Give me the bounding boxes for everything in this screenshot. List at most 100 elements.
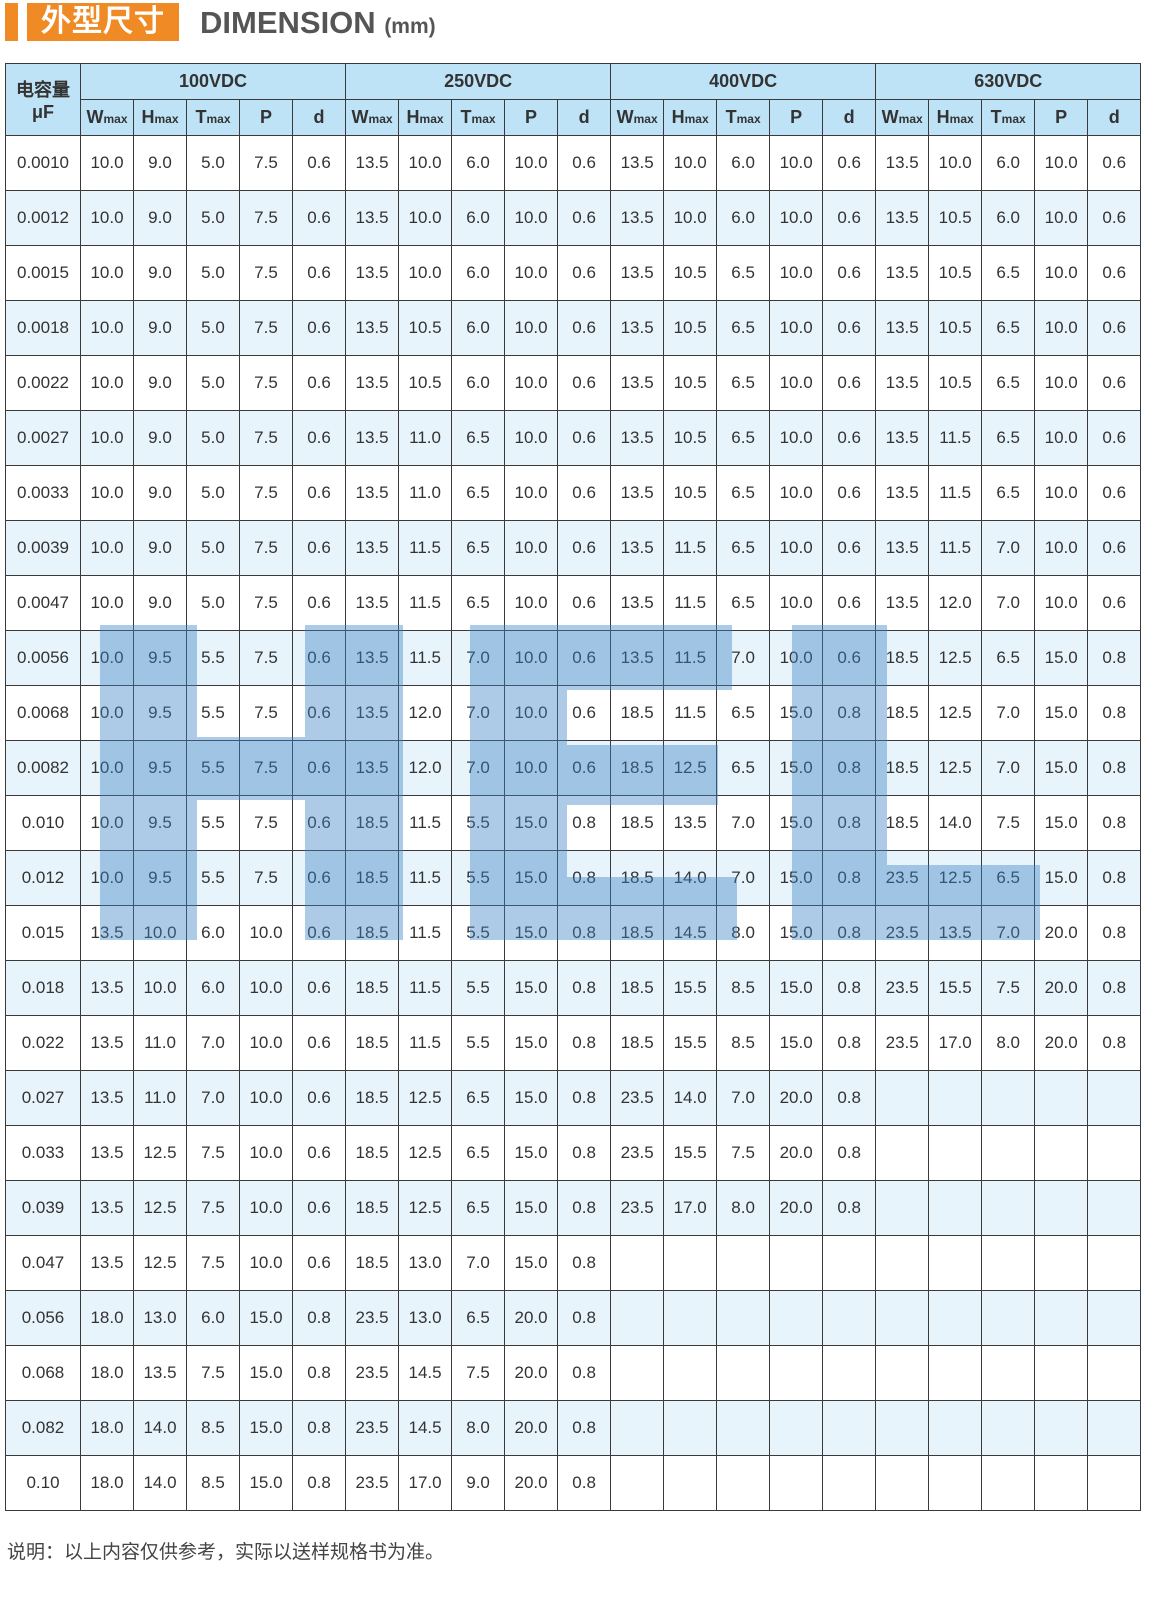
dimension-cell: 10.0 [1034,245,1089,301]
dimension-cell: 9.0 [133,355,187,411]
dimension-cell: 7.5 [239,520,293,576]
voltage-header: 100VDC [79,63,347,100]
dimension-cell: 13.5 [610,245,665,301]
table-row: 0.10 18.0 14.0 8.5 15.0 0.8 23.5 17.0 9.0 20.0 0.8 [5,1455,1142,1511]
dimension-cell: 10.0 [80,795,134,851]
capacitance-header: 电容量 μF [5,63,81,136]
dimension-cell: 0.8 [822,850,877,906]
dimension-cell: 10.0 [1034,520,1089,576]
table-row: 0.0012 10.0 9.0 5.0 7.5 0.6 13.5 10.0 6.0 10.0 0.6… [5,190,1142,246]
dimension-cell: 6.0 [716,190,771,246]
dimension-cell: 5.0 [186,190,240,246]
dimension-cell: 13.5 [875,465,930,521]
dimension-cell [875,1070,930,1126]
dimension-cell: 20.0 [769,1125,824,1181]
dimension-cell [875,1400,930,1456]
dimension-cell: 10.0 [133,905,187,961]
dimension-cell: 11.0 [133,1015,187,1071]
dimension-cell: 10.0 [80,630,134,686]
dimension-cell: 6.5 [981,850,1036,906]
dimension-cell: 7.0 [451,685,506,741]
dimension-cell: 17.0 [928,1015,983,1071]
dimension-cell: 0.6 [291,1125,347,1181]
dimension-cell [822,1400,877,1456]
dimension-cell: 0.6 [291,850,347,906]
dimension-cell: 6.5 [451,1125,506,1181]
dimension-cell: 10.0 [1034,300,1089,356]
dimension-cell: 10.0 [398,135,453,191]
dimension-cell: 0.6 [1087,520,1142,576]
subcol-main: P [790,107,803,127]
subcol-header: d [557,99,612,136]
dimension-cell: 13.5 [610,575,665,631]
dimension-cell: 0.6 [822,630,877,686]
dimension-cell: 12.0 [928,575,983,631]
dimension-cell: 18.5 [345,1180,400,1236]
table-row: 0.033 13.5 12.5 7.5 10.0 0.6 18.5 12.5 6.5 15.0 0.… [5,1125,1142,1181]
dimension-cell [769,1290,824,1346]
dimension-cell: 0.6 [291,245,347,301]
dimension-cell: 6.0 [451,245,506,301]
dimension-cell: 11.5 [398,795,453,851]
dimension-cell: 0.6 [557,135,612,191]
dimension-cell [716,1455,771,1511]
dimension-cell: 7.5 [239,355,293,411]
dimension-cell: 12.5 [928,630,983,686]
dimension-cell: 11.5 [398,520,453,576]
dimension-cell: 10.0 [504,575,559,631]
dimension-cell: 0.8 [557,1125,612,1181]
dimension-cell: 0.6 [557,190,612,246]
dimension-cell: 0.6 [822,575,877,631]
capacitance-cell: 0.0082 [5,740,81,796]
dimension-cell: 8.0 [716,905,771,961]
dimension-cell: 10.0 [1034,355,1089,411]
dimension-cell: 10.0 [504,245,559,301]
dimension-cell: 13.0 [133,1290,187,1346]
dimension-cell: 23.5 [875,1015,930,1071]
dimension-cell: 10.0 [80,575,134,631]
dimension-cell: 11.5 [398,850,453,906]
dimension-cell: 5.0 [186,575,240,631]
dimension-cell [663,1290,718,1346]
subcol-header: Hmax [398,99,453,136]
dimension-cell: 10.0 [1034,135,1089,191]
dimension-cell: 10.0 [239,1015,293,1071]
dimension-cell: 18.5 [875,685,930,741]
dimension-cell: 15.0 [1034,685,1089,741]
dimension-cell [875,1235,930,1291]
dimension-cell: 0.8 [822,905,877,961]
dimension-cell: 0.6 [822,245,877,301]
dimension-cell [769,1235,824,1291]
dimension-cell [610,1235,665,1291]
subcol-header: d [291,99,347,136]
dimension-cell: 9.0 [133,520,187,576]
dimension-cell: 10.0 [504,190,559,246]
dimension-cell: 10.0 [504,685,559,741]
dimension-cell: 18.5 [345,1125,400,1181]
dimension-cell: 5.5 [186,740,240,796]
capacitance-cell: 0.039 [5,1180,81,1236]
dimension-cell: 11.5 [663,685,718,741]
table-row: 0.047 13.5 12.5 7.5 10.0 0.6 18.5 13.0 7.0 15.0 0.… [5,1235,1142,1291]
dimension-cell: 11.5 [663,520,718,576]
dimension-cell: 11.5 [663,575,718,631]
capacitance-cell: 0.015 [5,905,81,961]
dimension-cell: 23.5 [345,1345,400,1401]
dimension-cell: 23.5 [610,1125,665,1181]
dimension-cell: 20.0 [504,1400,559,1456]
dimension-cell: 6.5 [981,355,1036,411]
dimension-cell: 5.5 [186,850,240,906]
dimension-cell: 12.0 [398,740,453,796]
dimension-cell: 0.8 [822,795,877,851]
dimension-cell: 0.6 [291,685,347,741]
subcol-header: Wmax [345,99,400,136]
dimension-cell [663,1235,718,1291]
dimension-cell: 0.6 [822,190,877,246]
dimension-cell: 6.5 [451,410,506,466]
dimension-cell: 0.8 [822,740,877,796]
dimension-cell: 0.8 [822,960,877,1016]
dimension-cell: 0.8 [557,905,612,961]
capacitance-cell: 0.0012 [5,190,81,246]
dimension-cell: 0.6 [291,300,347,356]
dimension-cell: 20.0 [504,1345,559,1401]
